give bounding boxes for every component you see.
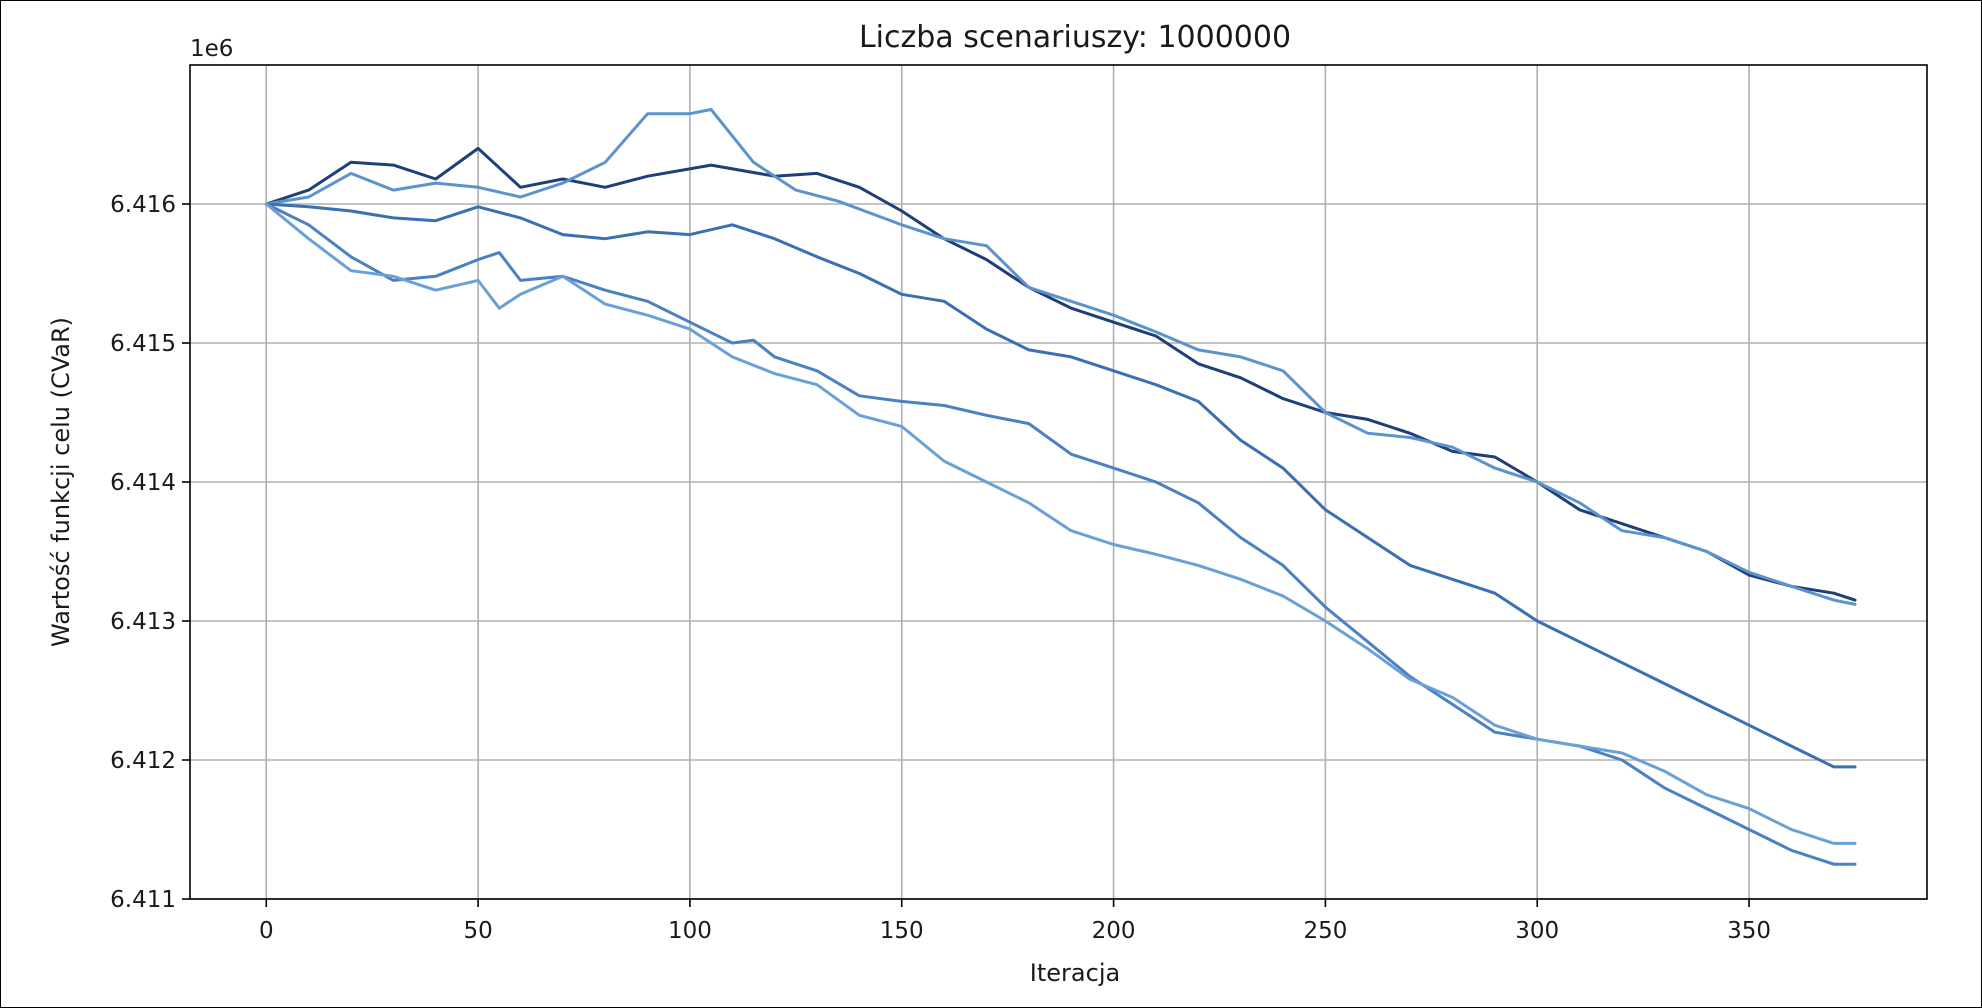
series-line-2 <box>264 108 1857 606</box>
x-axis-label: Iteracja <box>1030 959 1120 987</box>
series-line-3 <box>264 202 1857 769</box>
y-tick-label: 6.412 <box>110 748 176 774</box>
x-tick-label: 150 <box>880 918 924 944</box>
series-line-5 <box>264 202 1857 845</box>
series-line-4 <box>264 202 1857 866</box>
series-line-1 <box>264 146 1857 602</box>
x-tick-label: 350 <box>1727 918 1771 944</box>
series-lines <box>264 108 1857 866</box>
y-tick-label: 6.414 <box>110 470 176 496</box>
x-tick-label: 0 <box>259 918 274 944</box>
x-tick-label: 100 <box>668 918 712 944</box>
y-axis-label: Wartość funkcji celu (CVaR) <box>47 317 75 647</box>
y-tick-label: 6.415 <box>110 331 176 357</box>
y-tick-label: 6.413 <box>110 609 176 635</box>
x-tick-label: 250 <box>1303 918 1347 944</box>
axis-ticks: 0 50 100 150 200 250 300 350 6.411 6.412 6.413 6.41… <box>110 192 1771 944</box>
x-tick-label: 50 <box>463 918 492 944</box>
x-tick-label: 300 <box>1515 918 1559 944</box>
x-tick-label: 200 <box>1092 918 1136 944</box>
y-tick-label: 6.411 <box>110 887 176 913</box>
y-tick-label: 6.416 <box>110 192 176 218</box>
chart-title: Liczba scenariuszy: 1000000 <box>859 20 1291 55</box>
y-offset-label: 1e6 <box>190 36 233 62</box>
